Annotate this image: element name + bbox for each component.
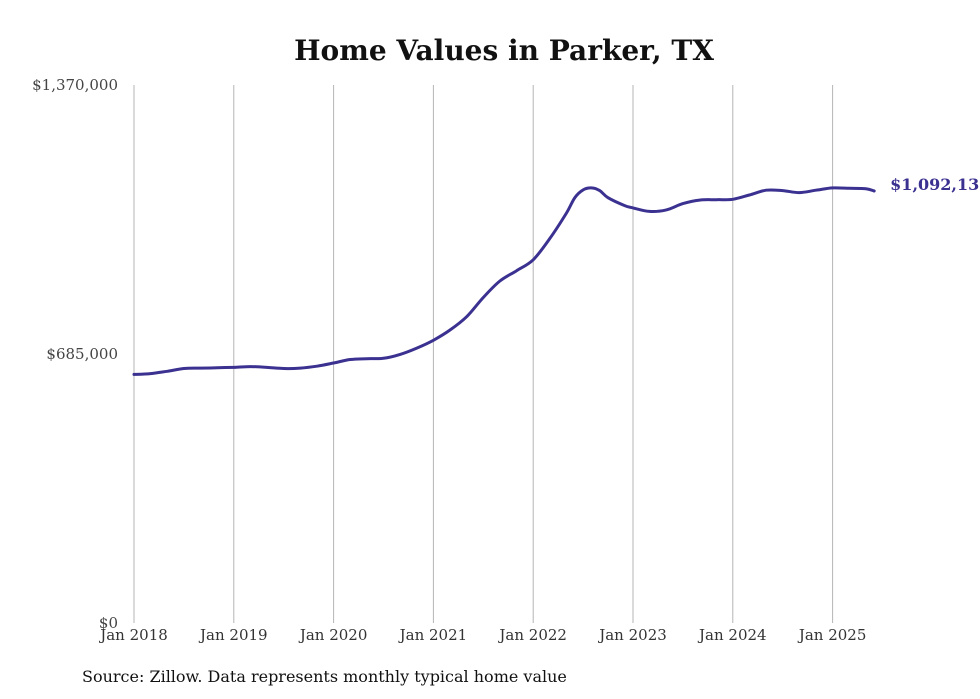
y-tick-label: $685,000 bbox=[46, 345, 118, 363]
x-tick-label: Jan 2024 bbox=[697, 626, 767, 644]
x-tick-label: Jan 2025 bbox=[797, 626, 867, 644]
series-line bbox=[132, 186, 876, 376]
y-tick-label: $1,370,000 bbox=[32, 76, 118, 94]
x-tick-label: Jan 2023 bbox=[597, 626, 667, 644]
chart-title: Home Values in Parker, TX bbox=[294, 34, 714, 67]
x-tick-label: Jan 2019 bbox=[198, 626, 268, 644]
grid-lines bbox=[133, 85, 834, 623]
source-note: Source: Zillow. Data represents monthly … bbox=[82, 667, 567, 686]
end-value-label: $1,092,133 bbox=[890, 175, 980, 194]
y-axis: $0 $685,000 $1,370,000 bbox=[32, 76, 118, 632]
x-tick-label: Jan 2018 bbox=[98, 626, 168, 644]
x-tick-label: Jan 2021 bbox=[398, 626, 468, 644]
x-axis: Jan 2018 Jan 2019 Jan 2020 Jan 2021 Jan 2022… bbox=[98, 626, 866, 644]
x-tick-label: Jan 2022 bbox=[497, 626, 567, 644]
x-tick-label: Jan 2020 bbox=[298, 626, 368, 644]
y-tick-label: $0 bbox=[99, 614, 118, 632]
